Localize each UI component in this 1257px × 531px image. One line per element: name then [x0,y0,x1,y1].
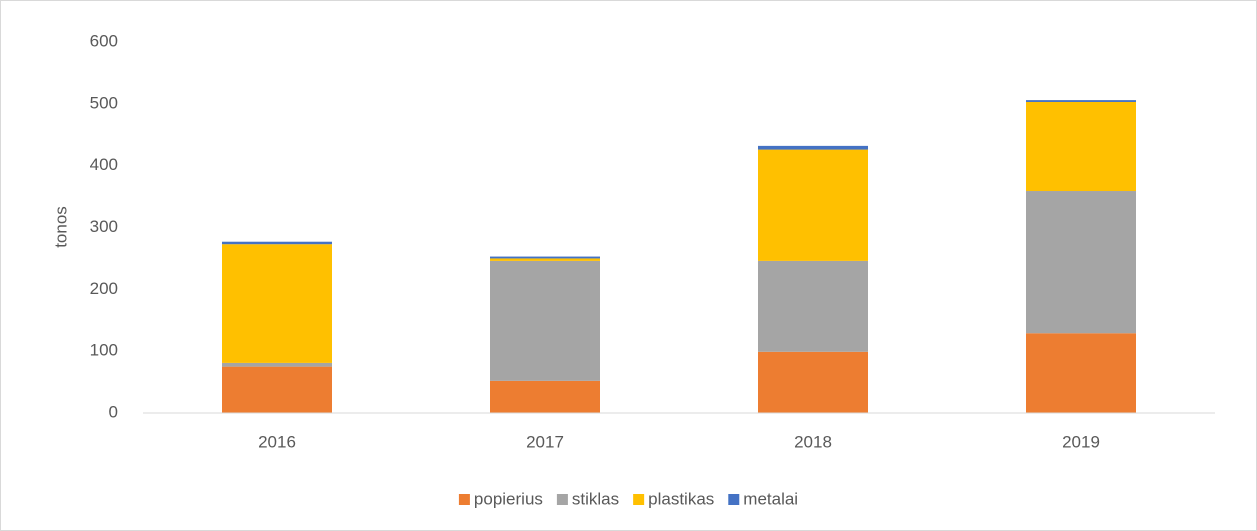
legend-swatch [728,494,740,505]
bar-segment [222,366,332,413]
bar-segment [1026,100,1136,102]
legend-swatch [458,494,470,505]
bar-segment [222,362,332,367]
bar-segment [222,244,332,363]
y-tick-label: 500 [90,93,118,112]
bar-segment [1026,101,1136,192]
legend-label: popierius [474,489,543,508]
bar-segment [490,258,600,261]
y-tick-label: 100 [90,341,118,360]
bar-segment [758,145,868,150]
y-tick-label: 200 [90,279,118,298]
bar-segment [1026,333,1136,413]
legend-label: stiklas [572,489,619,508]
x-tick-label: 2018 [794,432,832,451]
bar-segment [758,260,868,352]
x-tick-label: 2016 [258,432,296,451]
legend-label: metalai [743,489,798,508]
bar-segment [758,149,868,261]
legend-label: plastikas [648,489,714,508]
legend-swatch [633,494,645,505]
y-tick-label: 0 [109,402,118,421]
y-tick-label: 300 [90,217,118,236]
bar-segment [222,241,332,245]
bar-segment [490,380,600,413]
x-tick-label: 2019 [1062,432,1100,451]
y-tick-label: 600 [90,31,118,50]
bar-segment [1026,191,1136,334]
bar-segment [758,351,868,413]
y-axis-label: tonos [51,206,70,248]
bar-segment [490,256,600,259]
legend-swatch [556,494,568,505]
bar-segment [490,260,600,381]
x-tick-label: 2017 [526,432,564,451]
y-tick-label: 400 [90,155,118,174]
